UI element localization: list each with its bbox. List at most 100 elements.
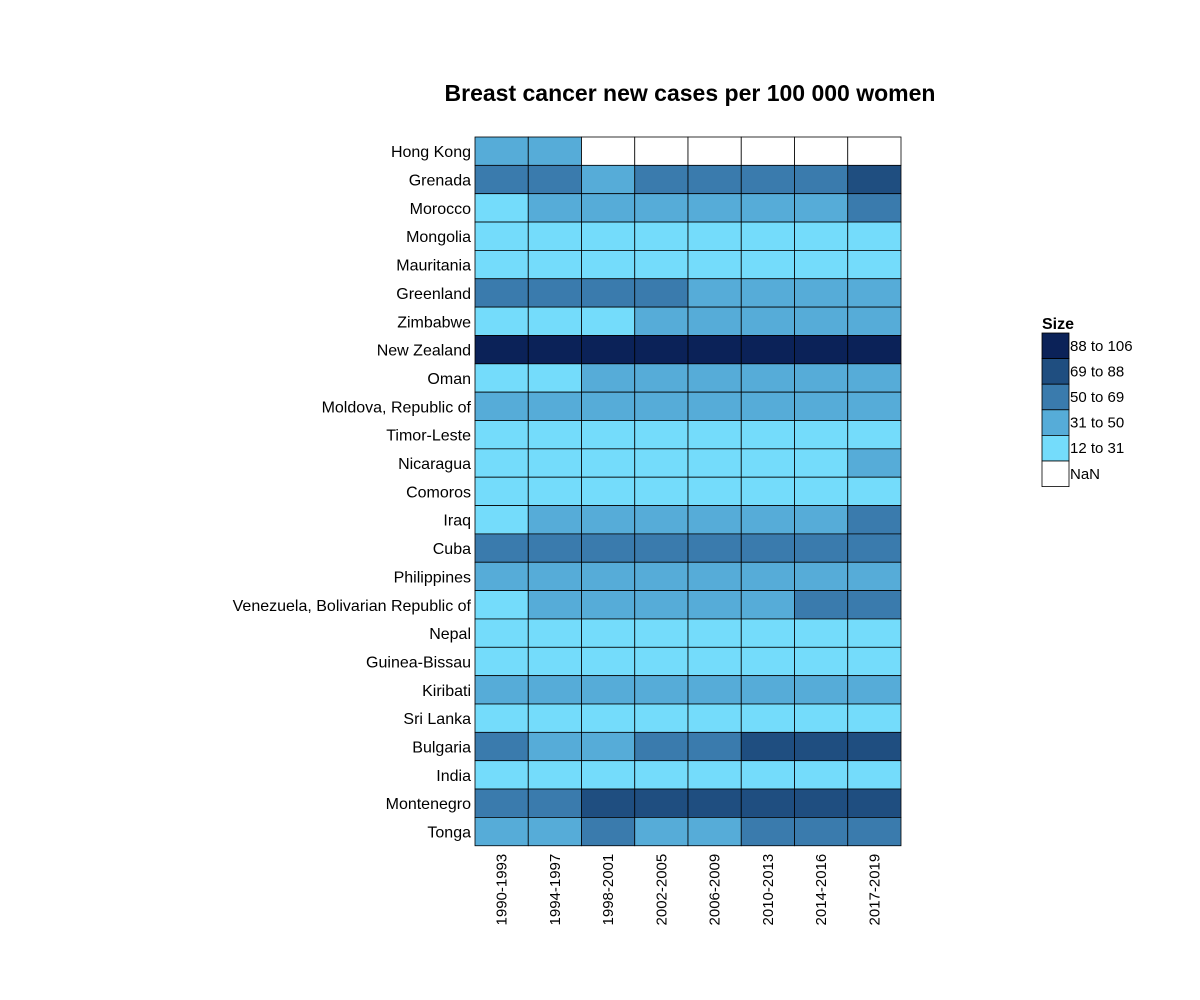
heatmap-cell [527,646,582,677]
heatmap-cell [634,646,689,677]
row-label: Sri Lanka [403,711,471,728]
heatmap-cell [687,505,742,535]
heatmap-cell [581,590,636,620]
heatmap-cell [687,675,742,705]
heatmap-cell [527,448,582,478]
heatmap-cell [527,675,582,705]
heatmap-cell [687,136,742,166]
heatmap-cell [794,249,849,280]
heatmap-cell [740,590,795,620]
heatmap-cell [527,476,582,506]
legend-label: 88 to 106 [1070,338,1133,355]
heatmap-cell [740,136,795,166]
heatmap-cell [527,278,582,308]
heatmap-cell [847,391,902,421]
row-label: Morocco [410,201,471,218]
heatmap-cell [581,420,636,450]
heatmap-cell [474,249,529,280]
heatmap-cell [847,646,902,677]
heatmap-cell [527,533,582,563]
column-label: 1990-1993 [494,854,511,926]
heatmap-cell [634,731,689,762]
heatmap-cell [847,278,902,308]
heatmap-cell [847,533,902,563]
column-label: 1994-1997 [547,854,564,926]
heatmap-cell [847,136,902,166]
heatmap-cell [847,420,902,450]
heatmap-cell [634,448,689,478]
row-label: Tonga [427,825,471,842]
heatmap-cell [794,788,849,818]
row-label: Venezuela, Bolivarian Republic of [233,598,472,615]
legend-title: Size [1042,316,1074,333]
heatmap-cell [634,391,689,421]
heatmap-cell [581,164,636,195]
heatmap-cell [847,703,902,733]
heatmap-cell [794,193,849,223]
heatmap-cell [847,193,902,223]
heatmap-cell [474,420,529,450]
row-label: Grenada [409,173,471,190]
heatmap-cell [527,391,582,421]
legend-swatch [1041,460,1070,488]
heatmap-cell [740,164,795,195]
heatmap-cell [740,561,795,592]
heatmap-cell [474,448,529,478]
legend-label: 31 to 50 [1070,415,1124,432]
heatmap-cell [847,505,902,535]
heatmap-cell [847,363,902,393]
row-label: Montenegro [386,796,471,813]
heatmap-cell [634,788,689,818]
legend-swatch [1041,332,1070,360]
heatmap-cell [634,363,689,393]
heatmap-cell [527,618,582,648]
heatmap-cell [794,590,849,620]
heatmap-cell [527,193,582,223]
heatmap-cell [527,420,582,450]
heatmap-cell [474,221,529,251]
heatmap-cell [687,731,742,762]
row-label: Timor-Leste [386,428,471,445]
heatmap-cell [740,533,795,563]
legend-label: 50 to 69 [1070,389,1124,406]
heatmap-cell [527,760,582,790]
heatmap-cell [474,363,529,393]
row-label: Greenland [396,286,471,303]
heatmap-cell [687,448,742,478]
heatmap-cell [474,476,529,506]
heatmap-cell [687,278,742,308]
heatmap-cell [687,476,742,506]
heatmap-cell [634,335,689,365]
heatmap-cell [687,788,742,818]
heatmap-cell [474,675,529,705]
row-label: Zimbabwe [397,314,471,331]
heatmap-cell [527,788,582,818]
heatmap-cell [474,164,529,195]
row-label: Mongolia [406,229,471,246]
heatmap-cell [581,675,636,705]
heatmap-cell [474,193,529,223]
heatmap-cell [687,193,742,223]
heatmap-cell [474,590,529,620]
column-label: 2006-2009 [707,854,724,926]
row-label: Comoros [406,484,471,501]
row-label: Philippines [394,569,471,586]
row-labels: Hong Kong Grenada Morocco Mongolia Mauritani… [233,144,472,841]
heatmap-cell [794,363,849,393]
heatmap-cell [847,221,902,251]
heatmap-cell [474,817,529,847]
column-label: 2014-2016 [813,854,830,926]
heatmap-cell [687,533,742,563]
heatmap-cell [581,278,636,308]
heatmap-cell [847,306,902,336]
heatmap-cell [740,760,795,790]
heatmap-cell [527,703,582,733]
heatmap-cell [740,249,795,280]
heatmap-cell [687,420,742,450]
heatmap-cell [687,590,742,620]
legend-label: 69 to 88 [1070,363,1124,380]
heatmap-cell [740,476,795,506]
heatmap-cell [634,618,689,648]
heatmap-cell [687,561,742,592]
heatmap-cell [581,760,636,790]
